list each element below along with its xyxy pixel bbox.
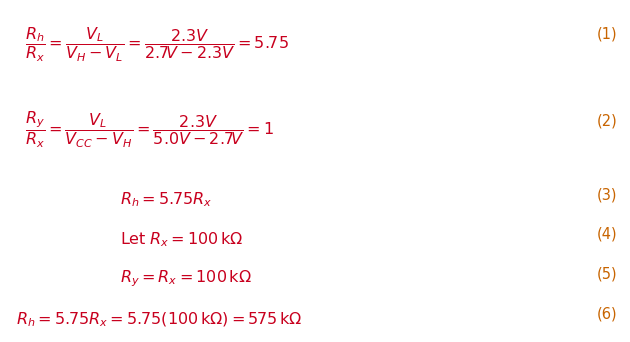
Text: $\mathrm{Let}\; R_x = 100\,\mathrm{k}\Omega$: $\mathrm{Let}\; R_x = 100\,\mathrm{k}\Om…	[120, 230, 243, 249]
Text: $R_y = R_x = 100\,\mathrm{k}\Omega$: $R_y = R_x = 100\,\mathrm{k}\Omega$	[120, 268, 251, 289]
Text: (3): (3)	[597, 187, 617, 202]
Text: (2): (2)	[597, 114, 617, 129]
Text: $R_h = 5.75R_x$: $R_h = 5.75R_x$	[120, 191, 212, 209]
Text: $\dfrac{R_h}{R_x} = \dfrac{V_L}{V_H - V_L} = \dfrac{2.3V}{2.7V - 2.3V} = 5.75$: $\dfrac{R_h}{R_x} = \dfrac{V_L}{V_H - V_…	[25, 25, 289, 64]
Text: (1): (1)	[597, 27, 617, 42]
Text: (5): (5)	[597, 266, 617, 281]
Text: (6): (6)	[597, 306, 617, 321]
Text: (4): (4)	[597, 227, 617, 242]
Text: $\dfrac{R_y}{R_x} = \dfrac{V_L}{V_{CC} - V_H} = \dfrac{2.3V}{5.0V - 2.7V} = 1$: $\dfrac{R_y}{R_x} = \dfrac{V_L}{V_{CC} -…	[25, 110, 274, 150]
Text: $R_h = 5.75R_x = 5.75(100\,\mathrm{k}\Omega) = 575\,\mathrm{k}\Omega$: $R_h = 5.75R_x = 5.75(100\,\mathrm{k}\Om…	[16, 311, 302, 329]
